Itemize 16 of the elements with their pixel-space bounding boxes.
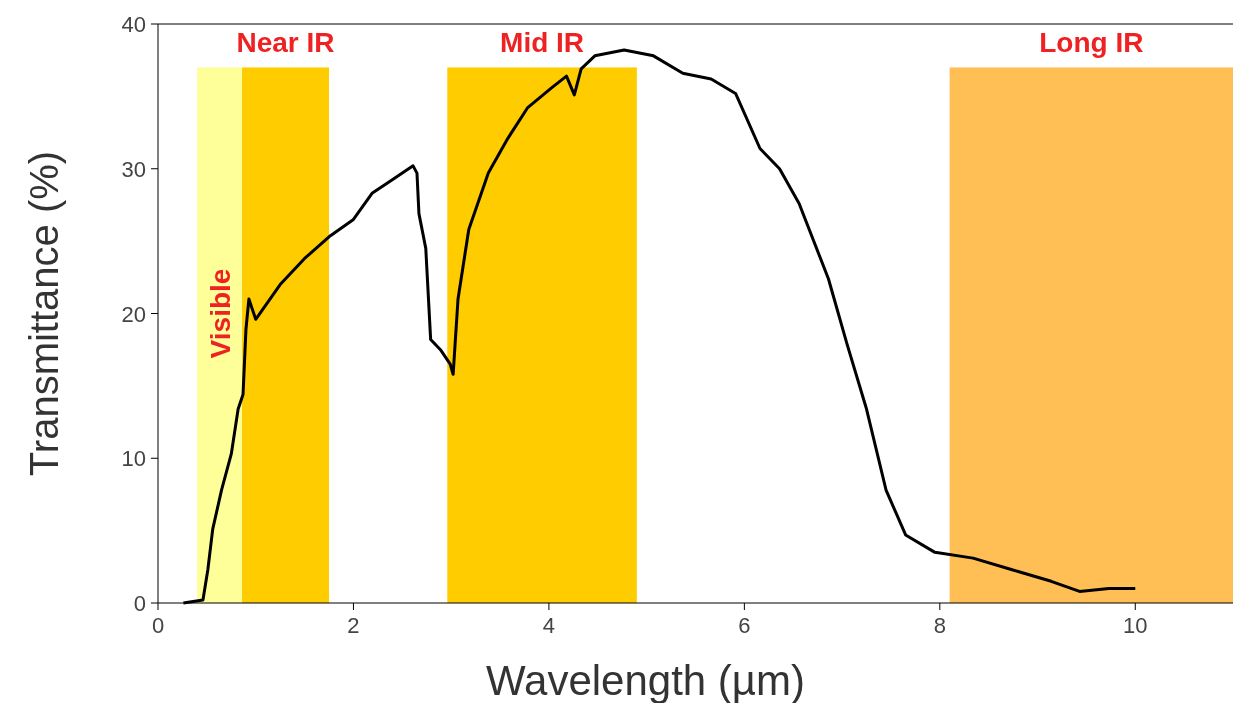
y-tick-label: 40	[121, 12, 146, 37]
band-label: Visible	[204, 268, 236, 359]
y-tick-label: 10	[121, 446, 146, 472]
band-label: Long IR	[1039, 27, 1144, 58]
x-tick-label: 8	[933, 613, 946, 638]
x-tick-label: 4	[542, 613, 556, 638]
x-tick-label: 6	[738, 613, 751, 638]
band-label: Mid IR	[500, 27, 585, 58]
x-tick-label: 2	[347, 613, 360, 638]
y-tick-label: 20	[121, 301, 146, 327]
x-tick-label: 0	[151, 613, 165, 638]
x-tick-label: 10	[1123, 613, 1148, 638]
y-tick-label: 30	[121, 156, 146, 182]
y-axis-title: Transmittance (%)	[22, 150, 66, 477]
band-label: Near IR	[236, 27, 335, 58]
y-tick-label: 0	[133, 591, 146, 616]
